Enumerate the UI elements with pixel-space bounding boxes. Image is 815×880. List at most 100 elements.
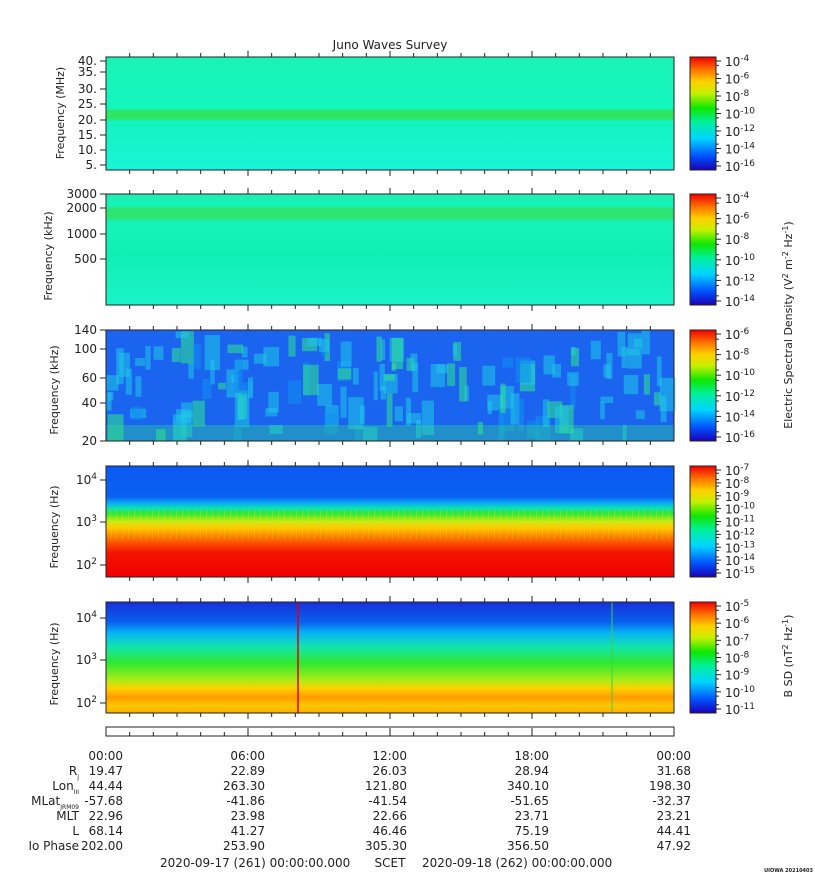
panel-5-y-ticks: 104 103 102 [76,610,106,710]
emission-patch [600,396,613,403]
emission-patch [627,333,642,369]
ephemeris-row-label: LonIII [52,779,79,796]
emission-patch [145,346,151,370]
emission-patch [567,372,579,386]
colorbar-tick-label: 10-6 [725,616,750,631]
colorbar-tick-label: 10-12 [725,124,755,139]
emission-patch [188,362,194,379]
emission-patch [518,399,524,431]
emission-patch [135,376,142,397]
time-axis-strip [105,726,675,737]
emission-patch [318,339,330,353]
emission-patch [288,380,302,404]
y-tick-label: 3000 [66,187,97,201]
y-tick-label: 2000 [66,201,97,215]
ephemeris-value: 121.80 [365,779,407,793]
emission-patch [234,392,250,428]
colorbar-tick-label: 10-10 [725,368,755,383]
emission-patch [501,427,506,437]
ephemeris-value: -57.68 [84,794,123,808]
colorbar-tick-label: 10-5 [725,599,749,614]
colorbar-tick-label: 10-7 [725,463,749,478]
panel-5-colorbar-ticks: 10-5 10-6 10-7 10-8 10-9 10-10 10-11 [716,599,755,717]
panel-2-colorbar-ticks: 10-4 10-6 10-8 10-10 10-12 10-14 [716,191,755,309]
y-tick-label: 103 [76,514,97,529]
y-tick-label: 102 [76,695,97,710]
ephemeris-table: RJ 19.47 22.89 26.03 28.94 31.68 LonIII 44.44 26… [28,764,691,853]
emission-patch [447,363,456,387]
panel-2-ylabel: Frequency (kHz) [42,211,55,300]
emission-patch [241,382,253,395]
emission-patch [421,400,434,436]
colorbar-tick-label: 10-14 [725,409,755,424]
y-tick-label: 103 [76,652,97,667]
colorbar-tick-label: 10-9 [725,489,750,504]
colorbar-tick-label: 10-8 [725,89,750,104]
y-tick-label: 104 [76,610,97,625]
colorbar-label-electric: Electric Spectral Density (V2 m-2 Hz-1) [781,221,795,428]
emission-patch [303,364,319,396]
panel-2-spectrogram [106,194,674,305]
ephemeris-row-label: Io Phase [28,839,79,853]
ephemeris-value: 305.30 [365,839,407,853]
y-tick-label: 30. [78,82,97,96]
ephemeris-value: 23.71 [515,809,549,823]
emission-patch [643,374,650,395]
emission-patch [430,364,445,388]
y-tick-label: 10. [78,143,97,157]
y-tick-label: 102 [76,557,97,572]
ephemeris-value: 22.89 [231,764,265,778]
emission-patch [376,336,382,362]
emission-patch [153,346,164,360]
panel-2-x-ticks [129,188,651,311]
emission-patch [125,368,132,395]
ephemeris-value: 44.41 [657,824,691,838]
emission-patch [180,411,193,418]
emission-patch [107,414,124,441]
footer-start-time: 2020-09-17 (261) 00:00:00.000 [160,856,350,870]
panel-3-emission-texture [106,330,676,441]
emission-patch [172,414,187,441]
emission-patch [248,377,254,399]
panel-4-colorbar-ticks: 10-710-810-910-1010-1110-1210-1310-1410-… [716,463,755,581]
ephemeris-row-label: MLT [56,809,79,823]
emission-patch [253,353,267,364]
y-tick-label: 140 [74,323,97,337]
ephemeris-value: 46.46 [373,824,407,838]
ephemeris-value: 202.00 [81,839,123,853]
emission-patch [415,420,422,439]
emission-patch [324,412,338,435]
emission-patch [288,335,296,357]
panel-1-colorbar [689,56,717,171]
colorbar-tick-label: 10-6 [725,72,750,87]
emission-patch [373,371,378,401]
colorbar-tick-label: 10-9 [725,668,750,683]
panel-5-ylabel: Frequency (Hz) [48,623,61,706]
footer-scet: SCET [375,856,407,870]
colorbar-tick-label: 10-12 [725,527,755,542]
emission-patch [452,344,458,357]
colorbar-tick-label: 10-7 [725,633,749,648]
emission-patch [482,365,496,386]
panel-4-colorbar [689,465,717,578]
emission-patch [156,429,166,441]
y-tick-label: 15. [78,128,97,142]
emission-patch [606,352,613,380]
colorbar-tick-label: 10-10 [725,502,755,517]
emission-patch [384,374,395,381]
colorbar-tick-label: 10-6 [725,327,750,342]
emission-patch [659,377,676,412]
colorbar-tick-label: 10-6 [725,212,750,227]
y-tick-label: 5. [86,158,97,172]
ephemeris-value: 26.03 [373,764,407,778]
ephemeris-row-label: RJ [69,764,79,781]
ephemeris-value: -32.37 [652,794,691,808]
emission-patch [600,402,605,420]
emission-patch [464,385,469,402]
emission-patch [391,337,403,369]
ephemeris-value: 23.98 [231,809,265,823]
panel-3-x-ticks [129,324,651,447]
panel-4-x-ticks [129,460,651,583]
